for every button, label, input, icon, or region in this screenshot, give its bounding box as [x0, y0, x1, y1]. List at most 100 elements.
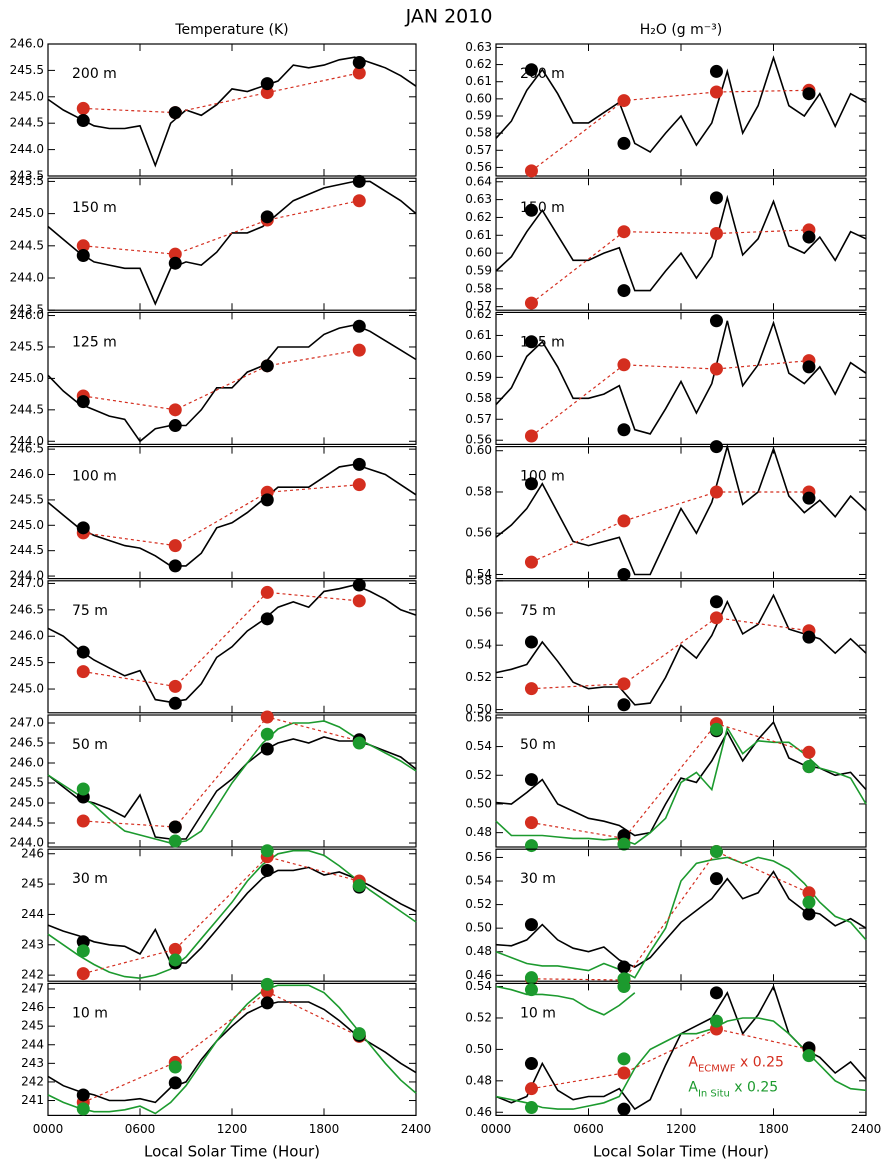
y-tick-label: 244.0: [10, 271, 44, 285]
dashed-line: [83, 72, 360, 114]
data-point: [260, 977, 274, 991]
data-point: [617, 698, 631, 712]
data-point: [617, 514, 631, 528]
y-tick-label: 0.52: [465, 1010, 492, 1024]
y-tick-label: 0.48: [465, 825, 492, 839]
panel-frame: [495, 580, 867, 714]
panel-frame: [47, 848, 417, 982]
data-point: [76, 1102, 90, 1116]
y-tick-label: 0.54: [465, 739, 492, 753]
panel-label: 125 m: [72, 334, 117, 350]
data-point: [76, 114, 90, 128]
y-tick-label: 0.54: [465, 874, 492, 888]
data-point: [524, 63, 538, 77]
y-tick-label: 0.50: [465, 702, 492, 716]
data-point: [617, 358, 631, 372]
data-point: [709, 226, 723, 240]
series-line: [47, 849, 417, 980]
data-point: [524, 335, 538, 349]
y-tick-label: 0.54: [465, 567, 492, 581]
y-tick-label: 246.0: [10, 37, 44, 51]
data-point: [352, 174, 366, 188]
data-point: [76, 239, 90, 253]
y-tick-label: 0.57: [465, 299, 492, 313]
panel-frame: [47, 43, 417, 177]
y-tick-label: 243.5: [10, 169, 44, 183]
panel-label: 50 m: [72, 737, 108, 753]
y-tick-label: 0.50: [465, 1042, 492, 1056]
data-point: [709, 845, 723, 859]
y-tick-label: 0.58: [465, 573, 492, 587]
data-point: [352, 55, 366, 69]
data-point: [617, 980, 631, 994]
dashed-line: [531, 360, 810, 437]
y-tick-label: 0.57: [465, 412, 492, 426]
y-tick-label: 243: [21, 937, 44, 951]
data-point: [802, 630, 816, 644]
y-tick-label: 0.58: [465, 391, 492, 405]
x-axis-label: Local Solar Time (Hour): [593, 1143, 769, 1161]
x-tick-label: 0600: [125, 1122, 156, 1136]
dashed-line: [83, 991, 360, 1103]
panel-frame: [495, 43, 867, 177]
data-point: [802, 491, 816, 505]
y-tick-label: 0.60: [465, 91, 492, 105]
y-tick-label: 245.0: [10, 796, 44, 810]
annotation-part: In Situ: [698, 1088, 730, 1099]
y-tick-label: 0.46: [465, 1105, 492, 1119]
y-tick-label: 0.59: [465, 370, 492, 384]
data-point: [524, 164, 538, 178]
y-tick-label: 246: [21, 846, 44, 860]
y-tick-label: 246.5: [10, 736, 44, 750]
data-point: [260, 727, 274, 741]
data-point: [709, 611, 723, 625]
y-tick-label: 241: [21, 1093, 44, 1107]
panel-label: 30 m: [72, 871, 108, 887]
y-tick-label: 245.5: [10, 492, 44, 506]
y-tick-label: 245.0: [10, 206, 44, 220]
data-point: [524, 296, 538, 310]
y-tick-label: 0.61: [465, 228, 492, 242]
panel: 244.0 244.5 245.0 245.5 246.0 125 m: [10, 308, 417, 448]
data-point: [524, 839, 538, 853]
data-point: [76, 521, 90, 535]
y-tick-label: 0.61: [465, 328, 492, 342]
y-tick-label: 0.56: [465, 710, 492, 724]
data-point: [709, 986, 723, 1000]
panel-frame: [495, 982, 867, 1117]
data-point: [352, 594, 366, 608]
data-point: [802, 1049, 816, 1063]
data-point: [524, 816, 538, 830]
y-tick-label: 0.52: [465, 768, 492, 782]
series-line: [47, 984, 417, 1115]
data-point: [524, 1057, 538, 1071]
y-tick-label: 0.62: [465, 307, 492, 321]
panel-frame: [47, 714, 417, 848]
y-tick-label: 245.0: [10, 682, 44, 696]
data-point: [802, 760, 816, 774]
panel: 245.0 245.5 246.0 246.5 247.0 75 m: [10, 576, 417, 714]
y-tick-label: 0.50: [465, 796, 492, 810]
y-tick-label: 0.58: [465, 126, 492, 140]
data-point: [260, 996, 274, 1010]
x-tick-label: 1200: [217, 1122, 248, 1136]
dashed-line: [531, 850, 810, 981]
y-tick-label: 0.46: [465, 968, 492, 982]
data-point: [617, 284, 631, 298]
data-point: [168, 403, 182, 417]
y-tick-label: 244.5: [10, 116, 44, 130]
x-tick-label: 0000: [481, 1122, 512, 1136]
data-point: [352, 66, 366, 80]
dashed-line: [83, 591, 360, 688]
y-tick-label: 243.5: [10, 303, 44, 317]
data-point: [709, 314, 723, 328]
y-tick-label: 243: [21, 1056, 44, 1070]
panel-label: 30 m: [520, 871, 556, 887]
panel-label: 10 m: [520, 1005, 556, 1021]
annotation-part: A: [688, 1055, 698, 1071]
series-line: [495, 194, 867, 292]
y-tick-label: 245: [21, 877, 44, 891]
data-point: [709, 440, 723, 454]
data-point: [260, 86, 274, 100]
data-point: [352, 736, 366, 750]
